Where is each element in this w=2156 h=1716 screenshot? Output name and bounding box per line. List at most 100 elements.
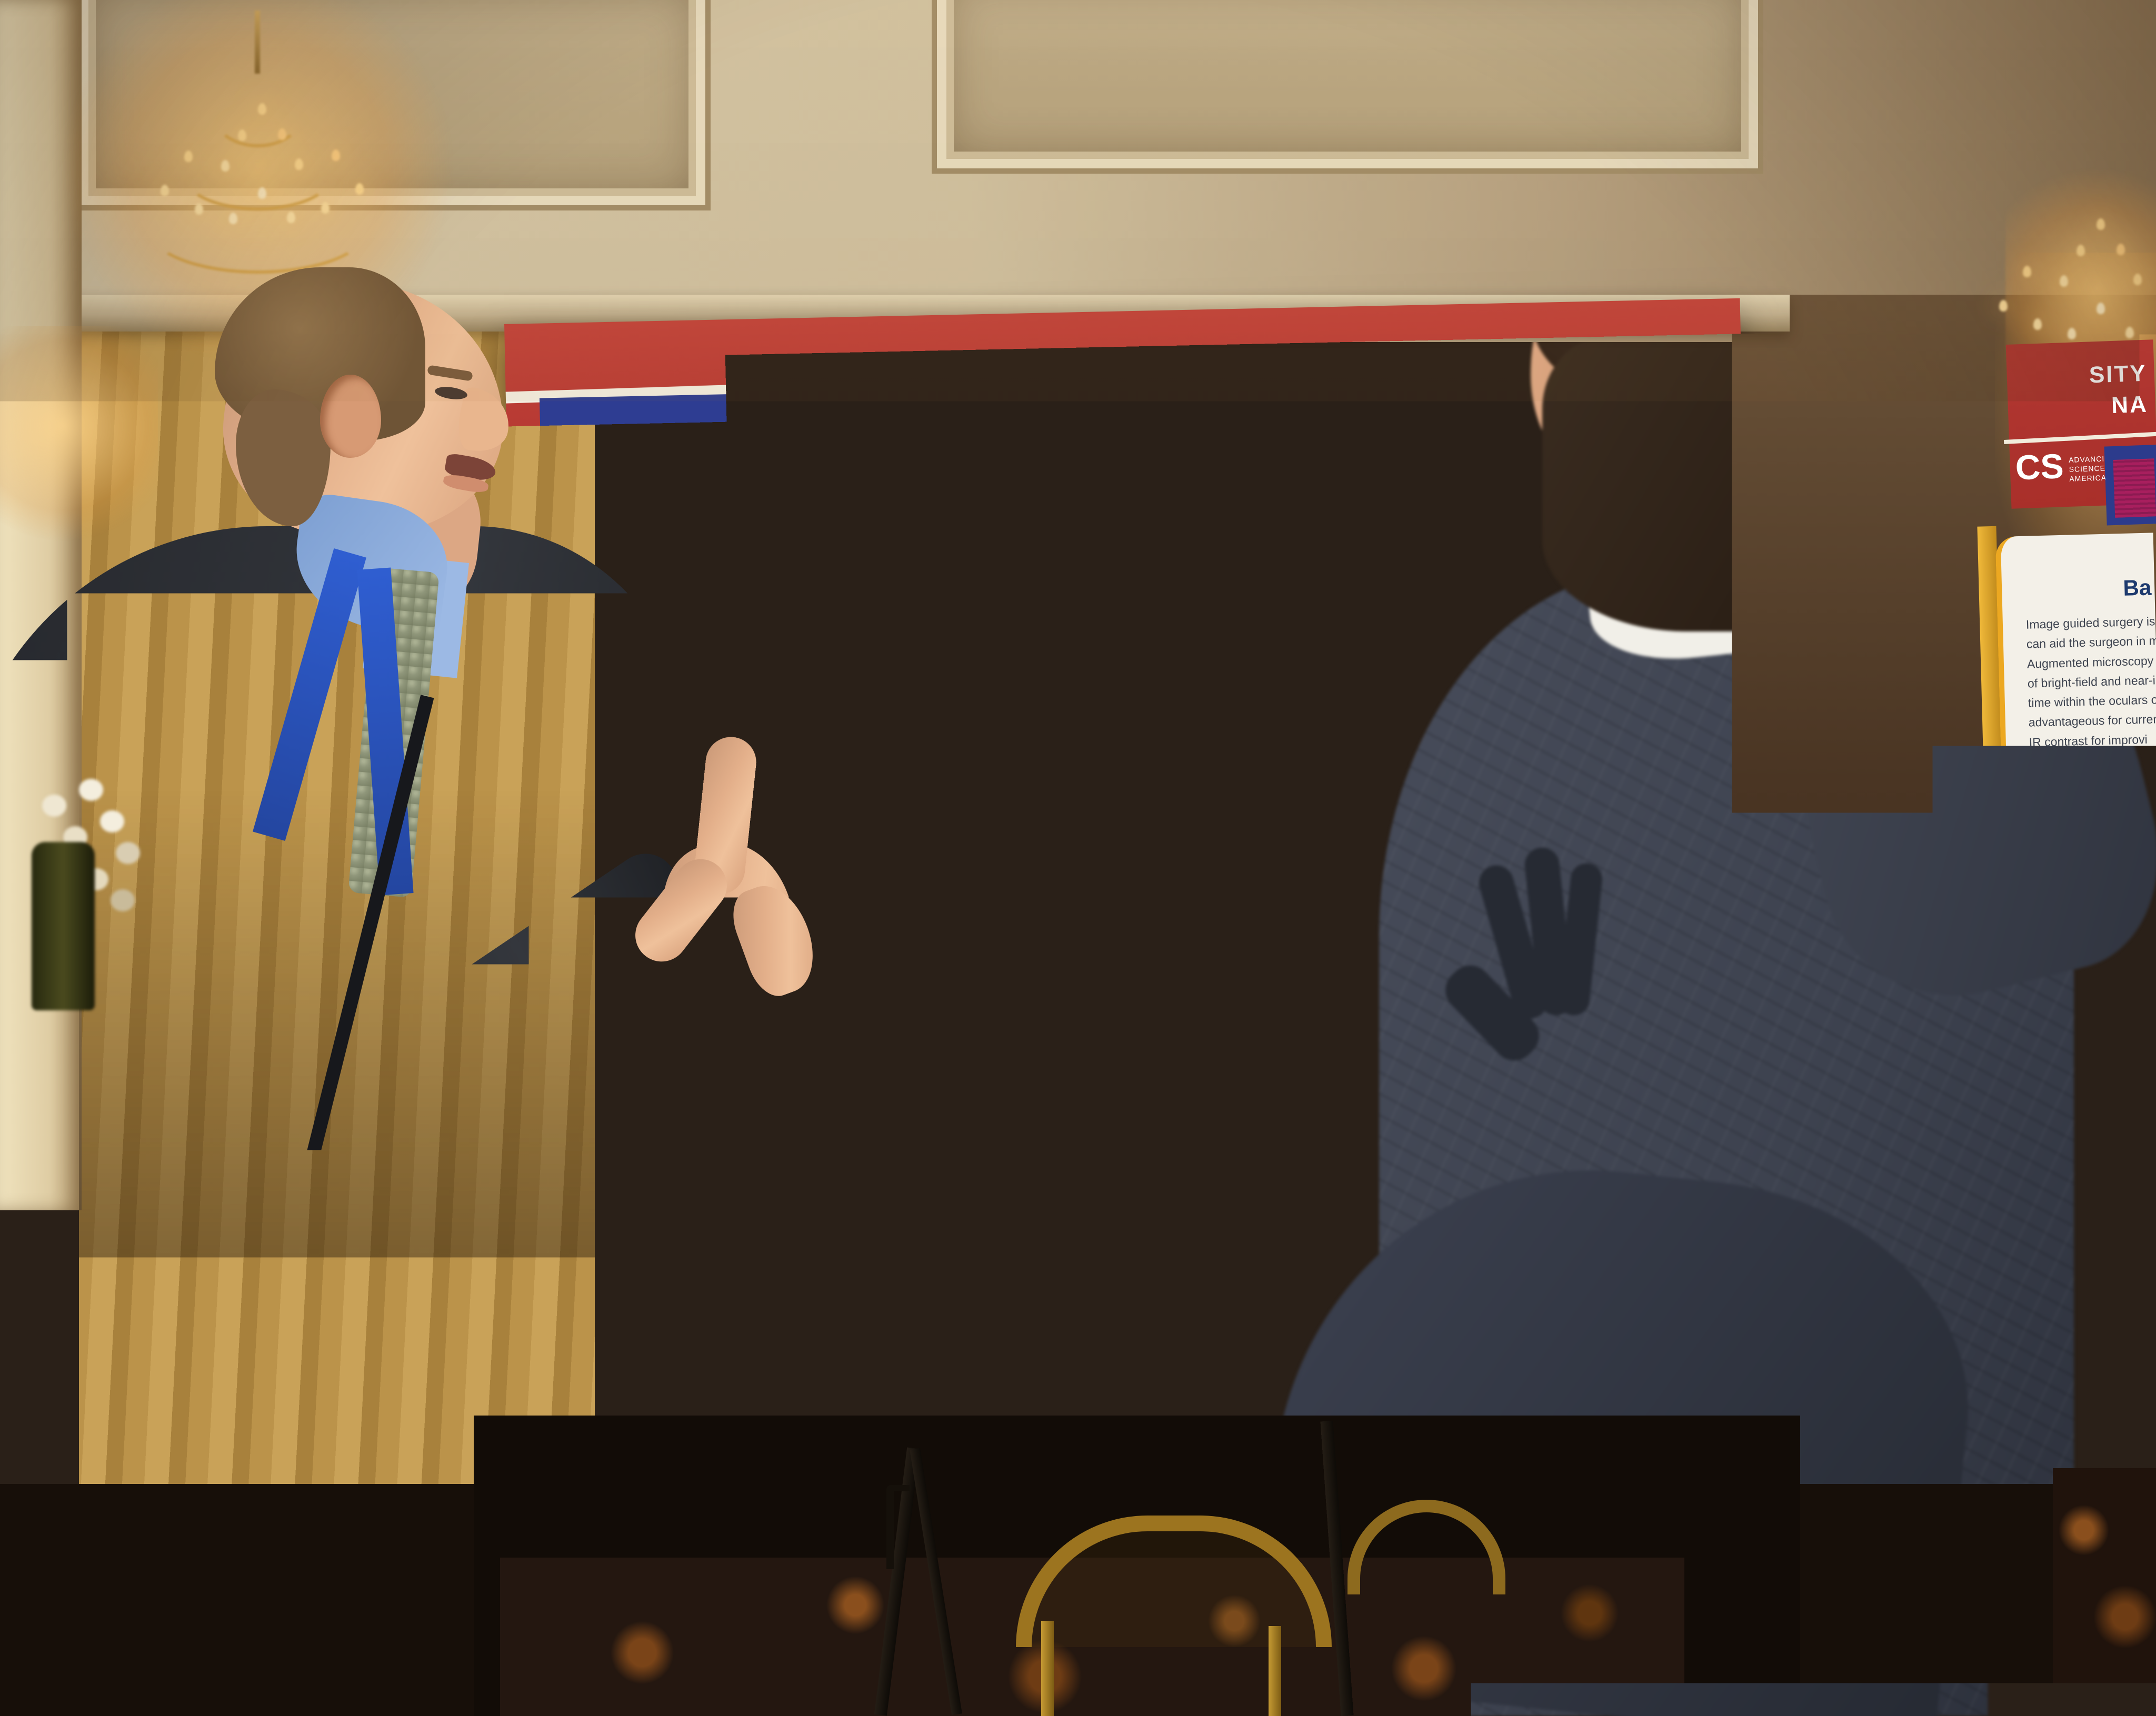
- results-bullets: With power s Up to 8 Up to No La: [1438, 1230, 1749, 1375]
- node-label: Node x: [996, 930, 1068, 943]
- chair-leg: [1269, 1626, 1281, 1716]
- average-improvement-chart: Fifty Jobs - Average Improvement Percent…: [1413, 628, 1744, 898]
- chart-xticks: Intrepid: [1460, 1187, 1748, 1207]
- poster-header: I/O Aware Power Shifting Lee Savoie¹, Da…: [504, 298, 1745, 588]
- text-fragment: by delaying some: [742, 1237, 878, 1260]
- chart-yticks: 45 40 35 30 25 20 15 10 5 0: [1432, 969, 1456, 1191]
- patterned-carpet-right: [2053, 1468, 2156, 1716]
- setup-bullet: Simulated each shifting algorithm alone …: [1024, 1287, 1364, 1333]
- wrapper-definition: Wrapper: Compiled into application; repo…: [994, 1146, 1359, 1196]
- mini-bar-hatched: [814, 1356, 851, 1372]
- results-bullet-fragment: Up to 8: [1470, 1259, 1748, 1282]
- wrapper-box: Wrapper: [1092, 971, 1152, 989]
- shifting-mini-diagram: I/O Control: [737, 1319, 919, 1439]
- node-box: Node y App Code Wrapper Runtime: [1187, 922, 1263, 1033]
- mini-bar: [761, 1381, 819, 1398]
- chart-yticks: 12 10 8 6 4 2 0: [1426, 656, 1449, 867]
- chart-title: Fifty Jobs - Maximum Improvement: [1451, 942, 1746, 965]
- side-poster-text-fragments: Image guided surgery is a can aid the sur…: [2025, 611, 2156, 929]
- figure-bracket: [2149, 1152, 2156, 1221]
- bottle-neck: [656, 1246, 716, 1315]
- mini-diagram-io-legend: I/O: [748, 1331, 785, 1346]
- wrapper-box: Wrapper: [1004, 973, 1063, 991]
- header-blue-band: I/O Aware Power Shifting Lee Savoie¹, Da…: [540, 373, 1745, 583]
- chart-xticks: Intrepid 10% I/O 30% I/O: [1453, 863, 1741, 882]
- down-arrow: [1222, 989, 1224, 1000]
- header-divider: [2004, 431, 2156, 444]
- node-label: Node (y+n-1): [1276, 924, 1348, 937]
- panel-simulator: Simulator Inputs: List of jobs (includin…: [959, 577, 1384, 1393]
- io-swatch: [1619, 906, 1632, 919]
- prototype-heading: Prototype: [969, 862, 1369, 895]
- input-bullet: Shifting and scheduling algorithms to us…: [1015, 740, 1332, 770]
- experimental-setup-bullets: Simulated each shifting algorithm alone …: [1024, 1287, 1366, 1429]
- app-code-box: App Code: [1092, 944, 1151, 972]
- chandelier-tier: [213, 84, 303, 147]
- node-box: Node (x+k-1) App Code Wrapper Runtime: [1084, 925, 1160, 1036]
- side-poster-heading-fragment: Ba: [2123, 575, 2152, 600]
- setup-bullet: Time spent in I/O is either taken from a…: [1026, 1377, 1365, 1423]
- app-code-box: App Code: [1283, 940, 1343, 968]
- side-poster-university-fragment: NA: [2090, 389, 2149, 422]
- side-poster-header: SITY NA CS ADVANCING SCIENCE IN AMERICA: [2006, 339, 2156, 509]
- conference-poster-session-photo: SITY NA CS ADVANCING SCIENCE IN AMERICA …: [0, 0, 2156, 1716]
- panel-results: Results Fifty Jobs - Average Improvement…: [1399, 573, 1761, 1426]
- down-arrow: [1031, 992, 1032, 1004]
- text-fragment: ing to prevent: [749, 1289, 855, 1311]
- app-code-box: App Code: [1003, 946, 1063, 974]
- results-bullet-fragment: No: [1471, 1313, 1749, 1336]
- down-arrow: [1311, 987, 1312, 998]
- side-poster-university-fragment: SITY: [2089, 358, 2148, 391]
- results-bullet-fragment: Up to: [1471, 1286, 1748, 1309]
- chandelier-lights: [2097, 303, 2105, 314]
- simulator-heading: Simulator: [963, 595, 1363, 629]
- results-heading: Results: [1403, 593, 1739, 625]
- side-poster-artwork: [2104, 445, 2156, 526]
- input-bullet: List of jobs (including computation and …: [1013, 675, 1344, 728]
- controller-connection-arrows: [992, 1036, 1358, 1103]
- node-label: Node y: [1188, 926, 1260, 939]
- node-label: Node (x+k-1): [1085, 928, 1156, 941]
- io-label: I/O: [1649, 905, 1665, 919]
- wrapper-box: Wrapper: [1284, 967, 1343, 985]
- application-2-box: Application 2 (n nodes) Node y App Code …: [1180, 896, 1356, 1040]
- runtime-box: Runtime: [1196, 1007, 1256, 1025]
- down-arrow: [1119, 991, 1121, 1002]
- text-fragment: g unused: [830, 1035, 907, 1057]
- application-1-label: Application 1 (k nodes): [990, 906, 1161, 924]
- application-1-box: Application 1 (k nodes) Node x App Code …: [989, 900, 1165, 1044]
- application-2-label: Application 2 (n nodes): [1181, 901, 1353, 919]
- controller-box: Controller (node z): [1098, 1092, 1252, 1141]
- ellipsis: ...: [1263, 962, 1274, 977]
- io-label: I/O: [768, 1331, 785, 1346]
- results-bullet-fragment: La: [1440, 1340, 1749, 1363]
- node-box: Node (y+n-1) App Code Wrapper Runtime: [1275, 921, 1351, 1032]
- term: Wrapper: [994, 1153, 1060, 1173]
- mini-bar: [748, 1357, 812, 1374]
- ellipsis: ...: [1071, 966, 1082, 981]
- results-bullet-fragment: With power s: [1438, 1230, 1747, 1254]
- ceiling-coffer-center: [937, 0, 1758, 168]
- maximum-improvement-chart: Fifty Jobs - Maximum Improvement Percent…: [1419, 942, 1751, 1222]
- runtime-definition: Runtime: Runs on each node; implements p…: [995, 1196, 1360, 1246]
- term: Runtime: [995, 1203, 1061, 1223]
- chart-legend: None+Spread Stagger+Spread Control+Spread N…: [1461, 655, 1682, 708]
- outputs-label: Outputs:: [990, 792, 1057, 814]
- side-poster-org-logo: CS: [2014, 446, 2064, 487]
- mini-bar-hatched: [834, 1380, 866, 1396]
- output-bullet: Run time of each job: [1016, 823, 1176, 850]
- chair-leg: [1041, 1621, 1054, 1716]
- chandelier-chain: [255, 11, 260, 74]
- easel-clamp: [886, 1485, 910, 1569]
- wall-sconce-glow: [0, 326, 158, 547]
- inputs-label: Inputs:: [986, 647, 1041, 669]
- node-box: Node x App Code Wrapper Runtime: [995, 927, 1071, 1038]
- prototype-diagram: Application 1 (k nodes) Node x App Code …: [989, 896, 1359, 1151]
- controller-node-label: (node z): [1100, 1115, 1250, 1130]
- chandelier-tier: [182, 137, 334, 210]
- chandelier-lights: [258, 187, 266, 199]
- computation-label: Computation: [1532, 906, 1601, 922]
- app-code-box: App Code: [1195, 941, 1254, 970]
- computation-swatch: [1502, 909, 1514, 921]
- setup-bullet: Job characteristics are taken from trace…: [1025, 1332, 1365, 1379]
